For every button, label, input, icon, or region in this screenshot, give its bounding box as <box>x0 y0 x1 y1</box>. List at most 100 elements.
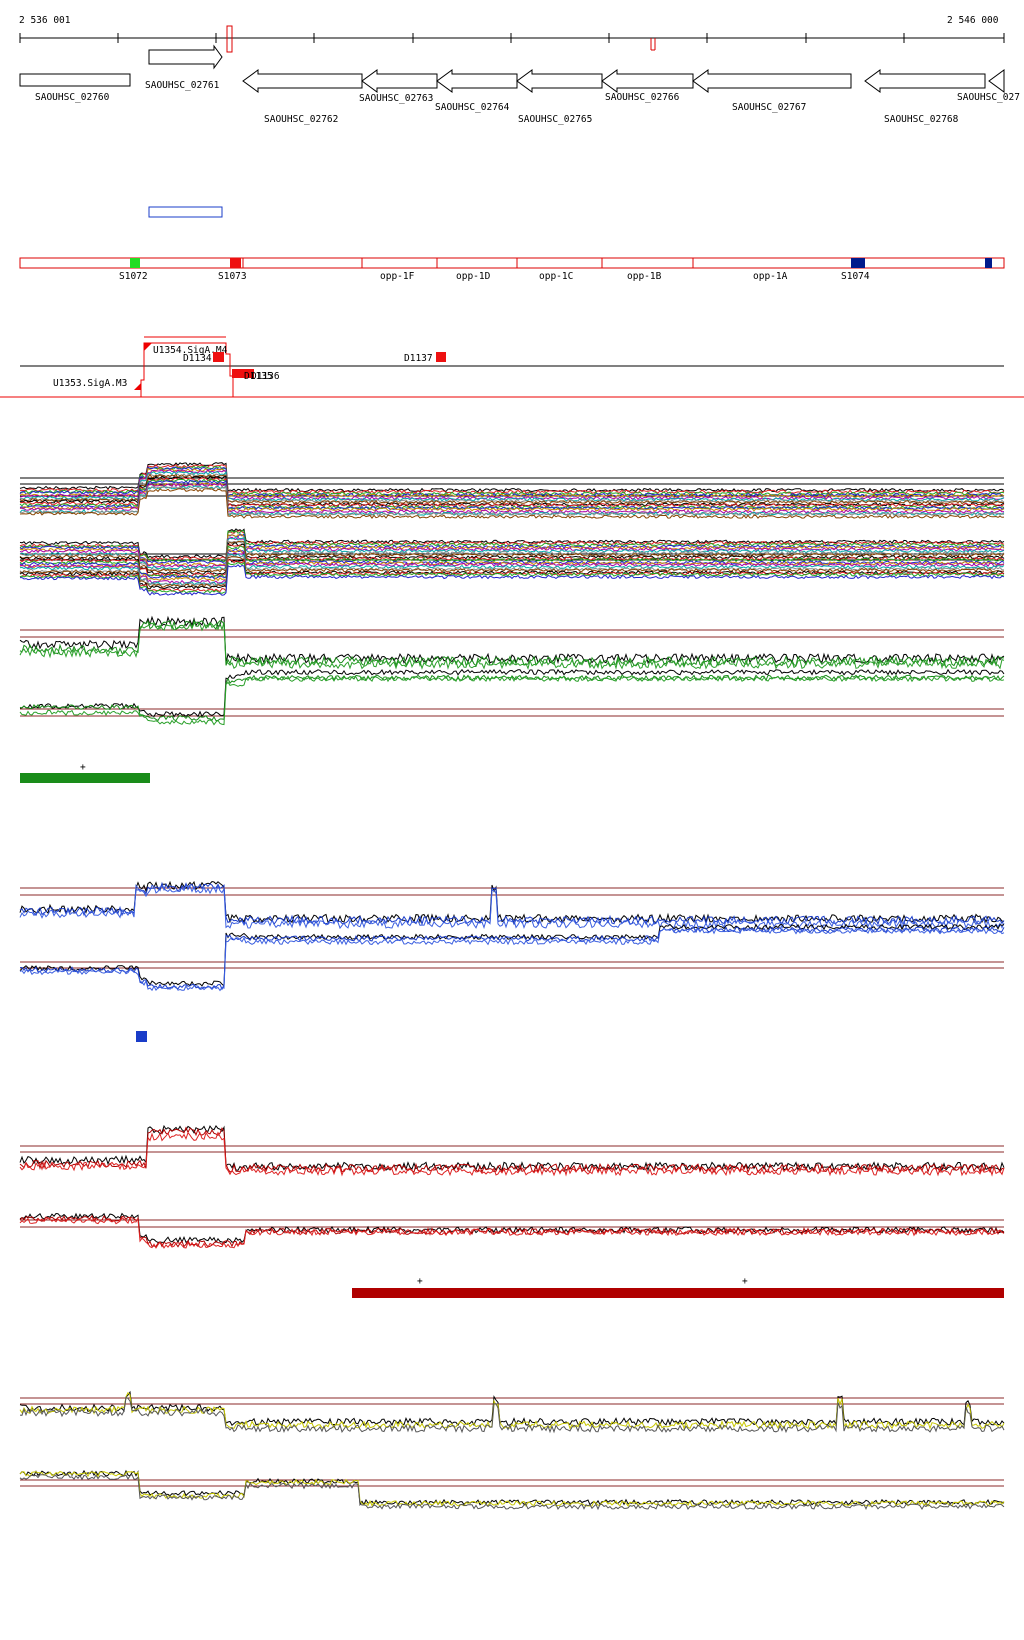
gene-box-02760[interactable] <box>19 73 131 87</box>
segment-label: opp-1D <box>456 271 491 282</box>
gene-label: SAOUHSC_02766 <box>605 92 680 103</box>
upshift-label-u1353: U1353.SigA.M3 <box>53 378 127 389</box>
segment-marker-end[interactable] <box>985 258 992 268</box>
signal-line-lower <box>19 540 1005 573</box>
signal-line-upper <box>19 485 1005 517</box>
signal-line-upper <box>19 480 1005 511</box>
gene-arrow-02761[interactable] <box>148 44 223 70</box>
yellow-signal-upper <box>19 1391 1005 1430</box>
ruler-start-label: 2 536 001 <box>19 15 71 26</box>
yellow-signal-lower <box>19 1469 1005 1507</box>
gene-arrow-02767[interactable] <box>692 69 852 93</box>
gene-label: SAOUHSC_02763 <box>359 93 433 104</box>
blue-signal-lower <box>19 923 1005 987</box>
segment-marker-s1074[interactable] <box>851 258 865 268</box>
red-signal-lower <box>19 1216 1005 1249</box>
gene-arrow-02765[interactable] <box>516 69 603 93</box>
green-bar-marker: + <box>80 762 86 773</box>
expression-track-red <box>19 1124 1005 1249</box>
green-signal-upper <box>19 615 1005 665</box>
gene-arrow-02762[interactable] <box>242 69 363 93</box>
signal-line-lower <box>19 559 1005 593</box>
red-signal-lower <box>19 1212 1005 1244</box>
green-segment-bar[interactable] <box>20 773 150 783</box>
signal-line-upper <box>19 482 1005 514</box>
signal-line-lower <box>19 530 1005 561</box>
downshift-label-d1134: D1134 <box>183 353 212 364</box>
gene-arrow-02768[interactable] <box>864 69 986 93</box>
ruler-ticks <box>19 33 1005 43</box>
signal-line-upper <box>19 473 1005 505</box>
signal-line-upper <box>19 469 1005 501</box>
signal-line-upper <box>19 473 1005 504</box>
segment-label: S1074 <box>841 271 870 282</box>
gene-arrow-027[interactable] <box>988 69 1005 93</box>
gene-label: SAOUHSC_027 <box>957 92 1020 103</box>
coordinate-ruler: 2 536 001 2 546 000 <box>19 15 1005 53</box>
red-bar-marker: + <box>742 1276 748 1287</box>
expression-track-blue <box>19 880 1005 992</box>
blue-signal-lower <box>19 927 1005 992</box>
signal-line-lower <box>19 549 1005 582</box>
gene-label: SAOUHSC_02764 <box>435 102 510 113</box>
segment-label: S1072 <box>119 271 148 282</box>
expression-track-yellow <box>19 1390 1005 1511</box>
gene-label: SAOUHSC_02762 <box>264 114 338 125</box>
red-signal-upper <box>19 1131 1005 1177</box>
downshift-label-d1136: D1136 <box>251 371 280 382</box>
gene-label: SAOUHSC_02765 <box>518 114 592 125</box>
gene-label: SAOUHSC_02760 <box>35 92 110 103</box>
downshift-marker-d1137[interactable] <box>436 352 446 362</box>
blue-signal-upper <box>19 884 1005 930</box>
signal-line-lower <box>19 544 1005 577</box>
signal-line-upper <box>19 470 1005 502</box>
segment-label: opp-1A <box>753 271 788 282</box>
blue-signal-upper <box>19 880 1005 924</box>
green-signal-lower <box>19 675 1005 726</box>
blue-annotation-box[interactable] <box>148 206 223 218</box>
gene-label: SAOUHSC_02768 <box>884 114 959 125</box>
gene-labels: SAOUHSC_02760 SAOUHSC_02761 SAOUHSC_0276… <box>35 80 1020 125</box>
signal-line-lower <box>19 540 1005 572</box>
blue-signal-lower <box>19 926 1005 991</box>
gene-arrow-02764[interactable] <box>436 69 518 93</box>
signal-line-upper <box>19 462 1005 493</box>
yellow-signal-lower <box>19 1474 1005 1511</box>
segment-marker-s1072[interactable] <box>130 258 140 268</box>
gene-track <box>19 44 1005 93</box>
green-signal-lower <box>19 668 1005 718</box>
downshift-marker-d1135[interactable] <box>232 369 254 378</box>
gene-arrow-02766[interactable] <box>601 69 694 93</box>
gene-arrow-02763[interactable] <box>361 69 438 93</box>
red-bar-marker: + <box>417 1276 423 1287</box>
expression-track-all-conditions <box>19 462 1005 596</box>
signal-line-upper <box>20 477 1005 508</box>
downshift-label-d1135: D1135 <box>244 371 273 382</box>
yellow-signal-upper <box>19 1390 1005 1427</box>
segment-marker-s1073[interactable] <box>230 258 241 268</box>
segment-label: S1073 <box>218 271 247 282</box>
green-signal-upper <box>19 618 1004 668</box>
blue-signal-upper <box>19 881 1005 926</box>
blue-segment-square[interactable] <box>136 1031 147 1042</box>
red-signal-upper <box>19 1124 1005 1172</box>
segment-label: opp-1C <box>539 271 573 282</box>
signal-line-upper <box>19 467 1005 499</box>
red-segment-bar[interactable] <box>352 1288 1004 1298</box>
signal-line-lower <box>19 558 1005 590</box>
signal-line-lower <box>19 554 1005 587</box>
gene-label: SAOUHSC_02761 <box>145 80 220 91</box>
green-signal-upper <box>19 621 1005 671</box>
expression-track-green <box>19 615 1005 726</box>
segment-track: S1072 S1073 opp-1F opp-1D opp-1C opp-1B … <box>19 257 1005 282</box>
signal-line-upper <box>19 465 1005 496</box>
downshift-marker-d1134[interactable] <box>213 352 224 362</box>
upshift-label-u1354: U1354.SigA.M4 <box>153 345 228 356</box>
shift-track: U1354.SigA.M4 U1353.SigA.M3 D1134 D1137 … <box>0 336 1024 398</box>
signal-line-upper <box>19 464 1005 494</box>
downshift-label-d1137: D1137 <box>404 353 433 364</box>
signal-line-lower <box>20 564 1005 596</box>
signal-line-upper <box>19 488 1005 519</box>
yellow-signal-upper <box>19 1396 1005 1434</box>
